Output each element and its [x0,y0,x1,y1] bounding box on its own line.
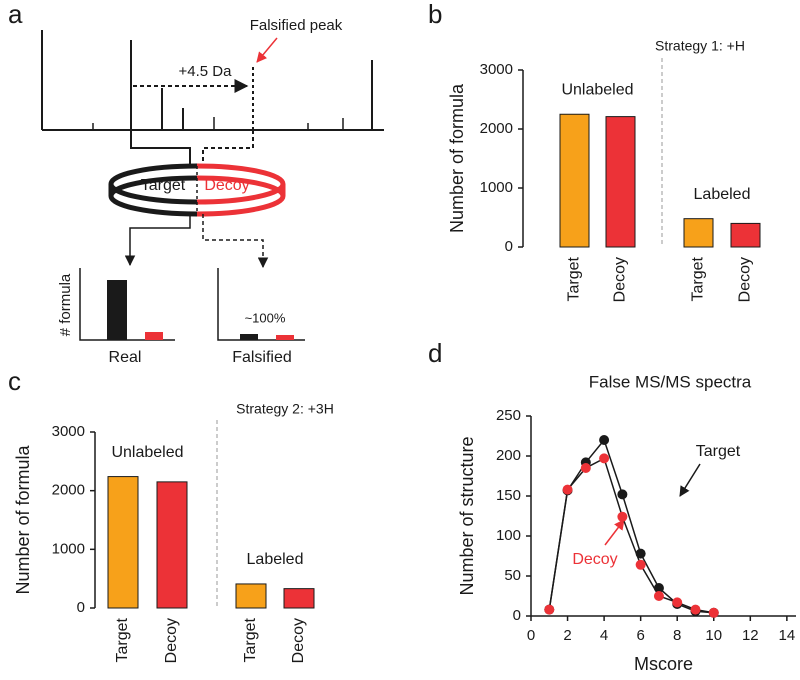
panel-letter: c [8,366,21,396]
x-tick-label: 4 [600,627,608,644]
series-annotation: Target [696,443,741,460]
x-tick-label: Target [566,256,583,301]
y-tick-label: 200 [496,447,521,464]
y-tick-label: 100 [496,527,521,544]
panel-letter: b [428,0,442,29]
y-axis-label: Number of formula [447,83,467,233]
chart-title: Strategy 1: +H [655,38,745,54]
x-tick-label: Target [114,617,131,662]
series-line [548,457,714,614]
point [617,511,628,522]
x-tick-label: Target [690,256,707,301]
x-tick-label: 2 [563,627,571,644]
y-tick-label: 0 [77,599,85,616]
point [599,435,610,445]
bar [156,481,188,609]
x-tick-label: 8 [673,627,681,644]
group-label: Real [109,349,142,366]
bar [283,588,315,609]
bar [730,222,761,248]
group-label: Unlabeled [561,81,633,98]
y-axis-label: Number of structure [457,436,477,595]
annotation-arrow [604,519,625,546]
bar [235,583,267,609]
x-tick-label: 12 [742,627,759,644]
y-tick-label: 1000 [480,179,513,196]
group-label: Labeled [247,551,304,568]
y-axis-label: Number of formula [13,444,33,594]
x-tick-label: Decoy [290,618,307,663]
schematic [41,30,384,341]
x-tick-label: 10 [705,627,722,644]
point [653,591,664,601]
annotation-arrow [679,463,701,497]
bar [683,218,714,248]
group-label: Labeled [694,186,751,203]
point [580,463,591,473]
x-tick-label: 0 [527,627,535,644]
panel-letter: d [428,338,442,368]
x-tick-label: 14 [779,627,796,644]
x-tick-label: Decoy [163,618,180,663]
point [672,597,683,608]
point [544,604,555,615]
y-tick-label: 3000 [52,423,85,440]
bar [605,116,636,248]
x-tick-label: Decoy [737,257,754,302]
point [690,604,701,615]
y-tick-label: 2000 [480,120,513,137]
x-tick-label: Target [242,617,259,662]
y-tick-label: 0 [505,238,513,255]
y-tick-label: 0 [513,607,521,624]
point [653,583,664,593]
ring-label: Decoy [204,177,249,194]
chart-title: False MS/MS spectra [589,372,752,391]
ring-label: Target [141,177,186,194]
x-axis-label: Mscore [634,654,693,674]
bar [559,113,590,248]
series-annotation: Decoy [572,551,617,568]
y-tick-label: 150 [496,487,521,504]
y-tick-label: 2000 [52,482,85,499]
point [635,548,646,559]
y-tick-label: 50 [504,567,521,584]
x-tick-label: 6 [636,627,644,644]
peak-label: Falsified peak [250,17,343,34]
point [708,607,719,618]
point [562,484,573,495]
y-tick-label: 3000 [480,61,513,78]
group-label: Falsified [232,349,292,366]
y-tick-label: 250 [496,407,521,424]
bar [107,476,139,609]
panel-letter: a [8,0,23,29]
shift-label: +4.5 Da [179,63,233,80]
chart-title: Strategy 2: +3H [236,401,334,417]
percent-label: ~100% [245,310,286,325]
schematic-ylabel: # formula [57,273,74,336]
point [635,559,646,570]
group-label: Unlabeled [111,444,183,461]
x-tick-label: Decoy [612,257,629,302]
point [617,489,628,500]
series-line [548,438,714,614]
y-tick-label: 1000 [52,540,85,557]
point [599,453,610,464]
